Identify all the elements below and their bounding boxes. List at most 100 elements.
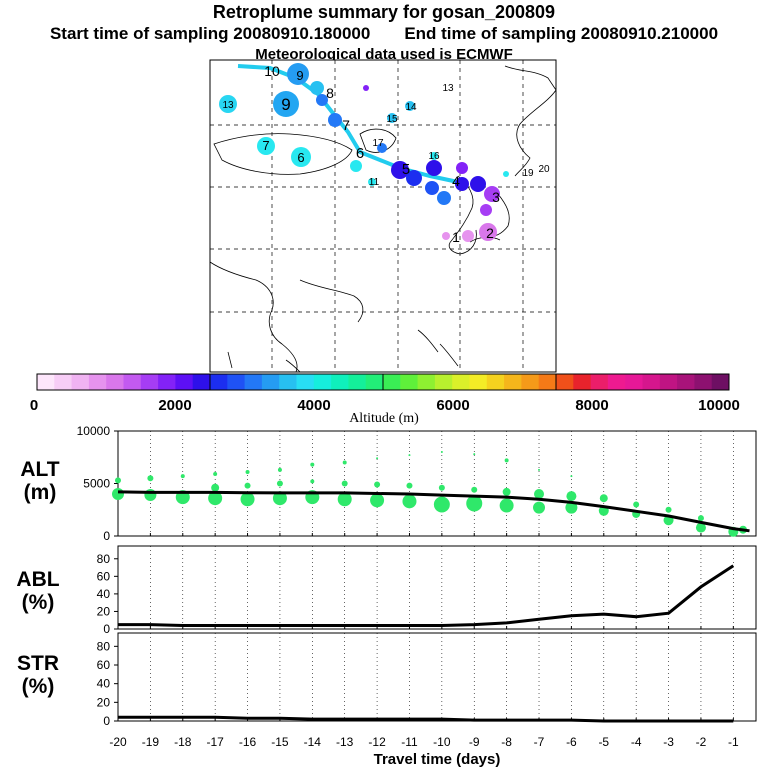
cluster-marker	[462, 230, 474, 242]
altitude-cluster-point	[538, 468, 541, 471]
altitude-cluster-point	[374, 481, 381, 488]
map-gridlines	[210, 60, 556, 372]
y-tick-label: 0	[103, 529, 110, 543]
colorbar-swatch	[556, 374, 574, 390]
altitude-cluster-point	[471, 486, 478, 493]
x-tick-label: -5	[598, 735, 609, 749]
cluster-label: 11	[369, 177, 380, 188]
altitude-cluster-point	[695, 522, 706, 533]
cluster-marker	[316, 94, 328, 106]
trajectory-label: 10	[264, 63, 280, 79]
colorbar-swatch	[313, 374, 332, 390]
altitude-cluster-point	[276, 480, 283, 487]
altitude-cluster-point	[115, 477, 121, 484]
cluster-marker	[442, 232, 450, 240]
x-tick-label: -6	[566, 735, 577, 749]
y-tick-label: 20	[97, 695, 111, 709]
y-tick-label: 60	[97, 569, 111, 583]
trajectory-label: 3	[492, 189, 500, 205]
y-tick-label: 40	[97, 587, 111, 601]
cluster-label: 14	[405, 102, 417, 113]
cluster-label: 16	[428, 151, 440, 162]
y-tick-label: 60	[97, 658, 111, 672]
cluster-marker	[350, 160, 362, 172]
cluster-marker	[470, 176, 486, 192]
colorbar-swatch	[452, 374, 470, 390]
series-line-abl	[118, 564, 735, 627]
cluster-label: 9	[296, 68, 303, 83]
colorbar-swatch	[625, 374, 643, 390]
altitude-cluster-point	[240, 492, 255, 507]
colorbar-swatch	[192, 374, 211, 390]
trajectory-label: 9	[281, 95, 290, 114]
str-ylabel: STR	[17, 652, 59, 675]
cluster-marker	[480, 204, 492, 216]
cluster-label: 17	[372, 138, 384, 149]
panel-frame	[117, 545, 757, 630]
altitude-cluster-point	[310, 462, 315, 467]
cluster-marker	[273, 91, 299, 117]
x-tick-label: -19	[142, 735, 160, 749]
altitude-cluster-point	[570, 475, 573, 478]
colorbar-swatch	[365, 374, 384, 390]
colorbar-swatch	[711, 374, 730, 390]
cluster-marker	[503, 171, 509, 177]
colorbar-swatch	[504, 374, 522, 390]
x-tick-label: -9	[469, 735, 480, 749]
altitude-cluster-point	[473, 453, 476, 456]
colorbar-swatch	[140, 374, 159, 390]
colorbar-swatch	[227, 374, 245, 390]
altitude-cluster-point	[272, 491, 287, 506]
panel-alt: 0 5000 10000	[77, 424, 757, 543]
altitude-cluster-point	[438, 484, 445, 491]
altitude-cluster-point	[342, 460, 347, 465]
cluster-label: 15	[386, 114, 398, 125]
sampling-times: Start time of sampling 20080910.180000 En…	[0, 24, 768, 44]
altitude-cluster-point	[180, 474, 185, 479]
series-line-str	[118, 715, 734, 723]
cluster-marker	[406, 170, 422, 186]
colorbar-swatch	[54, 374, 72, 390]
colorbar-swatch	[538, 374, 557, 390]
colorbar-swatch	[677, 374, 695, 390]
y-tick-label: 5000	[83, 477, 110, 491]
colorbar-tick-label: 6000	[436, 397, 469, 414]
panel-str: 0 20 40 60 80	[97, 632, 757, 728]
panel-abl: 0 20 40 60 80	[97, 545, 757, 636]
colorbar-swatch	[348, 374, 367, 390]
colorbar-tick-label: 0	[30, 397, 38, 414]
x-tick-label: -17	[206, 735, 224, 749]
y-tick-label: 80	[97, 639, 111, 653]
x-tick-label: -10	[433, 735, 451, 749]
cluster-marker	[455, 177, 469, 191]
altitude-cluster-point	[277, 467, 282, 472]
colorbar-swatch	[210, 374, 228, 390]
altitude-cluster-point	[665, 506, 672, 513]
colorbar-swatch	[400, 374, 418, 390]
trajectory-label: 8	[326, 85, 334, 101]
altitude-cluster-point	[533, 501, 546, 514]
cluster-number-labels: 13 7 6 9 15 14 13 16 11 17 19 20	[222, 68, 550, 188]
cluster-label: 19	[522, 168, 534, 179]
x-tick-label: -18	[174, 735, 192, 749]
altitude-cluster-point	[402, 494, 417, 509]
colorbar-swatch	[244, 374, 263, 390]
met-data-label: Meteorological data used is ECMWF	[255, 46, 513, 63]
cluster-marker	[479, 223, 497, 241]
colorbar-tick-label: 4000	[297, 397, 330, 414]
altitude-cluster-point	[208, 491, 223, 506]
colorbar-swatch	[417, 374, 436, 390]
colorbar-swatch	[521, 374, 540, 390]
altitude-cluster-point	[534, 489, 545, 499]
altitude-cluster-point	[504, 458, 509, 463]
colorbar-tick-label: 8000	[575, 397, 608, 414]
colorbar-swatch	[261, 374, 280, 390]
panel-y-labels: ALT (m) ABL (%) STR (%)	[16, 458, 59, 698]
colorbar-swatch	[383, 374, 401, 390]
altitude-cluster-point	[599, 494, 608, 503]
altitude-cluster-point	[370, 493, 385, 508]
altitude-cluster-point	[499, 498, 514, 513]
altitude-cluster-point	[433, 496, 450, 513]
x-tick-label: -3	[663, 735, 674, 749]
x-tick-label: -12	[368, 735, 386, 749]
